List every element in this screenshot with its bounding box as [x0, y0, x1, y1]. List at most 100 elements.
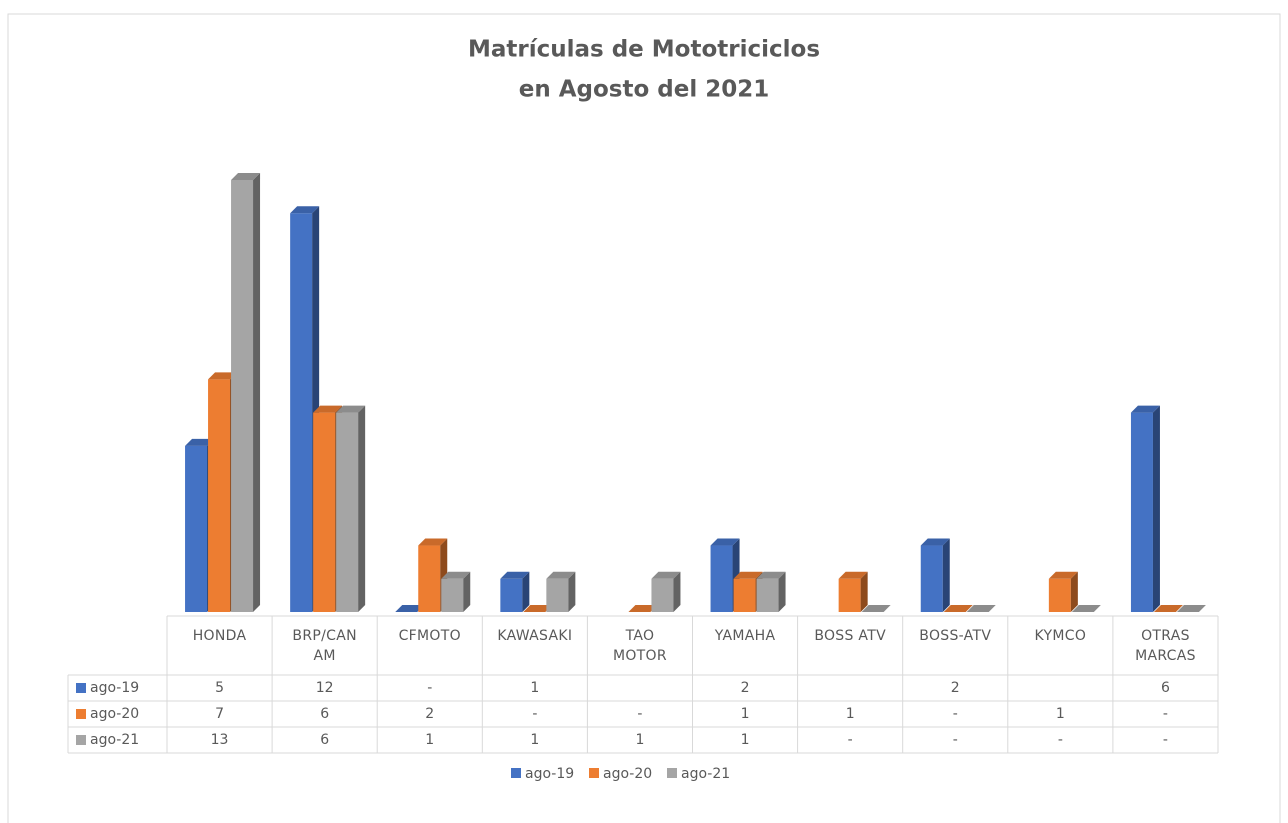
legend-key [589, 768, 599, 778]
category-label: OTRAS MARCAS [1135, 628, 1196, 664]
table-value: - [427, 680, 432, 696]
bar-top [441, 571, 471, 579]
legend-key [511, 768, 521, 778]
bar-front [710, 545, 733, 612]
table-value: 1 [635, 732, 644, 748]
table-value: 13 [211, 732, 229, 748]
table-value: 1 [530, 680, 539, 696]
bar [943, 605, 973, 612]
table-value: 6 [320, 706, 329, 722]
table-value: 6 [320, 732, 329, 748]
table-value: 12 [316, 680, 334, 696]
bar-top [1130, 405, 1160, 413]
bar-top [733, 571, 763, 579]
bar [756, 571, 786, 612]
bar-top [208, 372, 238, 380]
bar [1048, 571, 1078, 612]
bar-top [710, 538, 740, 546]
bar-front [1048, 578, 1071, 612]
bar [441, 571, 471, 612]
bar-side [522, 571, 530, 612]
category-label: KAWASAKI [497, 628, 573, 644]
bar-top [500, 571, 530, 579]
bar-side [778, 571, 786, 612]
bar-side [253, 173, 261, 612]
bar [1130, 405, 1160, 612]
bar-top [313, 405, 343, 413]
bar [500, 571, 530, 612]
bar-side [860, 571, 868, 612]
chart-title: en Agosto del 2021 [519, 77, 770, 103]
category-label: YAMAHA [714, 628, 776, 644]
bar-front [418, 545, 441, 612]
legend-key [76, 709, 86, 719]
bar [861, 605, 891, 612]
bar-top [651, 571, 681, 579]
bar-top [1153, 605, 1183, 612]
bar-top [1176, 605, 1206, 612]
table-value: 1 [425, 732, 434, 748]
bar [838, 571, 868, 612]
legend-label: ago-21 [681, 766, 730, 782]
bar [231, 173, 261, 612]
bar-side [673, 571, 681, 612]
bar-front [441, 578, 464, 612]
table-value: 2 [425, 706, 434, 722]
bar-front [733, 578, 756, 612]
bar-top [628, 605, 658, 612]
bar-side [568, 571, 576, 612]
bar [395, 605, 425, 612]
bar [920, 538, 950, 612]
bar-front [756, 578, 779, 612]
bar-front [500, 578, 523, 612]
bar-top [1071, 605, 1101, 612]
bar-front [313, 412, 336, 612]
bar [546, 571, 576, 612]
bar [966, 605, 996, 612]
bar-top [943, 605, 973, 612]
bar-top [395, 605, 425, 612]
table-value: - [848, 732, 853, 748]
bar [651, 571, 681, 612]
bar-side [358, 405, 366, 612]
chart-border [7, 13, 1281, 823]
legend-label: ago-19 [525, 766, 574, 782]
table-value: - [953, 732, 958, 748]
bar-top [861, 605, 891, 612]
bar-top [231, 173, 261, 180]
bar [523, 605, 553, 612]
row-label: ago-21 [90, 732, 139, 748]
bar-top [336, 405, 366, 413]
bar-top [523, 605, 553, 612]
bar [628, 605, 658, 612]
table-value: 7 [215, 706, 224, 722]
table-value: - [1058, 732, 1063, 748]
bar-front [920, 545, 943, 612]
table-value: - [953, 706, 958, 722]
bar-front [1130, 412, 1153, 612]
row-label: ago-20 [90, 706, 139, 722]
bar [336, 405, 366, 612]
row-label: ago-19 [90, 680, 139, 696]
chart-title: Matrículas de Mototriciclos [468, 37, 820, 63]
bar [1153, 605, 1183, 612]
table-value: - [1163, 706, 1168, 722]
bar-front [208, 379, 231, 612]
legend-key [76, 735, 86, 745]
bar-top [966, 605, 996, 612]
category-label: HONDA [192, 628, 247, 644]
table-value: 2 [951, 680, 960, 696]
category-label: KYMCO [1034, 628, 1087, 644]
bar [1071, 605, 1101, 612]
bar-top [838, 571, 868, 579]
bar-top [920, 538, 950, 546]
bar-front [838, 578, 861, 612]
table-value: 1 [1056, 706, 1065, 722]
table-value: - [1163, 732, 1168, 748]
bar-top [756, 571, 786, 579]
legend-label: ago-20 [603, 766, 652, 782]
bar [418, 538, 448, 612]
bar-front [651, 578, 674, 612]
